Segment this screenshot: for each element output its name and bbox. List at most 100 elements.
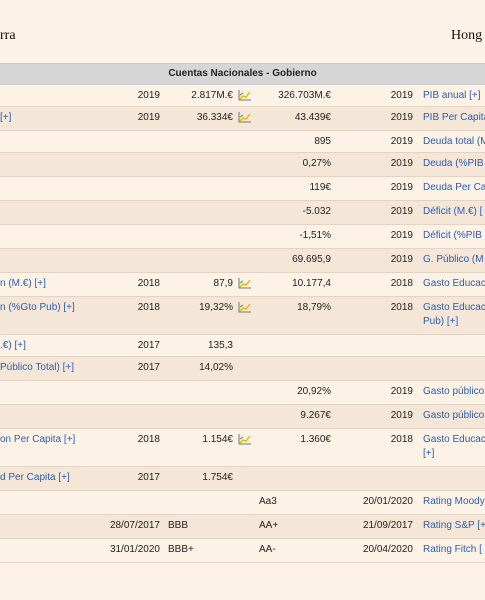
right-value: -5.032 — [302, 206, 331, 217]
left-year: 2018 — [137, 278, 160, 289]
left-year: 2018 — [137, 434, 160, 445]
left-year: 2017 — [137, 340, 160, 351]
rating-value: AA- — [259, 544, 276, 555]
left-indicator-link[interactable]: n (%Gto Pub) [+] — [0, 302, 75, 313]
left-value: 19,32% — [199, 302, 233, 313]
rating-date: 21/09/2017 — [362, 520, 413, 531]
left-year: 2019 — [137, 90, 160, 101]
rating-date: 31/01/2020 — [109, 544, 160, 555]
right-year: 2019 — [390, 230, 413, 241]
right-indicator-link-line2[interactable]: [+] — [423, 448, 435, 459]
left-year: 2017 — [137, 472, 160, 483]
right-value: 9.267€ — [300, 410, 331, 421]
right-indicator-link[interactable]: Gasto público — [423, 410, 485, 421]
left-indicator-link[interactable]: Público Total) [+] — [0, 362, 75, 373]
table-row: on Per Capita [+] 2018 1.154€ 1.360€ 2018 Gas… — [0, 429, 485, 467]
right-value: -1,51% — [299, 230, 331, 241]
right-year: 2019 — [390, 254, 413, 265]
top-bar: rra Hong — [0, 0, 485, 70]
right-indicator-link[interactable]: Deuda Per Ca — [423, 182, 485, 193]
rating-link[interactable]: Rating Fitch [ — [423, 544, 482, 555]
right-value: 119€ — [309, 182, 331, 193]
right-country-name[interactable]: Hong — [451, 28, 483, 43]
right-year: 2019 — [390, 136, 413, 147]
right-indicator-link[interactable]: Gasto Educac — [423, 302, 485, 313]
right-indicator-link[interactable]: Déficit (%PIB — [423, 230, 482, 241]
left-value: 135,3 — [207, 340, 233, 351]
left-year: 2017 — [137, 362, 160, 373]
line-chart-icon[interactable] — [238, 301, 252, 313]
left-value: 36.334€ — [196, 112, 233, 123]
table-row: -1,51% 2019 Déficit (%PIB — [0, 225, 485, 249]
right-value: 0,27% — [302, 158, 331, 169]
table-row: n (M.€) [+] 2018 87,9 10.177,4 2018 Gasto Edu… — [0, 273, 485, 297]
rating-date: 20/01/2020 — [362, 496, 413, 507]
left-indicator-link[interactable]: [+] — [0, 112, 12, 123]
right-indicator-link[interactable]: Gasto público — [423, 386, 485, 397]
line-chart-icon[interactable] — [238, 433, 252, 445]
right-indicator-link[interactable]: G. Público (M — [423, 254, 484, 265]
right-value: 895 — [314, 136, 331, 147]
rating-link[interactable]: Rating Moody — [423, 496, 485, 507]
rating-value: BBB — [168, 520, 189, 531]
table-row: 9.267€ 2019 Gasto público — [0, 405, 485, 429]
right-indicator-link[interactable]: Gasto Educac — [423, 278, 485, 289]
right-indicator-link[interactable]: Deuda total (M — [423, 136, 485, 147]
right-year: 2019 — [390, 182, 413, 193]
right-value: 43.439€ — [294, 112, 331, 123]
line-chart-icon[interactable] — [238, 111, 252, 123]
right-indicator-link-line2[interactable]: Pub) [+] — [423, 316, 459, 327]
right-year: 2019 — [390, 386, 413, 397]
rating-row: 28/07/2017 BBB AA+ 21/09/2017 Rating S&P [+ — [0, 515, 485, 539]
section-header: Cuentas Nacionales - Gobierno — [0, 63, 485, 85]
right-indicator-link[interactable]: PIB Per Capita — [423, 112, 485, 123]
rating-value: BBB+ — [168, 544, 194, 555]
right-indicator-link[interactable]: Gasto Educac — [423, 434, 485, 445]
rating-date: 20/04/2020 — [362, 544, 413, 555]
line-chart-icon[interactable] — [238, 277, 252, 289]
left-value: 1.754€ — [202, 472, 233, 483]
table-row: .€) [+] 2017 135,3 — [0, 335, 485, 357]
rating-date: 28/07/2017 — [109, 520, 160, 531]
rating-link[interactable]: Rating S&P [+ — [423, 520, 485, 531]
table-row: Público Total) [+] 2017 14,02% — [0, 357, 485, 381]
right-value: 18,79% — [297, 302, 331, 313]
right-year: 2018 — [390, 434, 413, 445]
right-year: 2019 — [390, 112, 413, 123]
table-row: d Per Capita [+] 2017 1.754€ — [0, 467, 485, 491]
left-value: 14,02% — [199, 362, 233, 373]
table-row: 0,27% 2019 Deuda (%PIB — [0, 153, 485, 177]
data-table: 2019 2.817M.€ 326.703M.€ 2019 PIB anual [+] [… — [0, 85, 485, 563]
table-row: 2019 2.817M.€ 326.703M.€ 2019 PIB anual [+] — [0, 85, 485, 107]
rating-row: Aa3 20/01/2020 Rating Moody — [0, 491, 485, 515]
left-year: 2019 — [137, 112, 160, 123]
right-value: 326.703M.€ — [278, 90, 331, 101]
left-indicator-link[interactable]: on Per Capita [+] — [0, 434, 76, 445]
left-year: 2018 — [137, 302, 160, 313]
right-indicator-link[interactable]: Deuda (%PIB — [423, 158, 484, 169]
left-value: 2.817M.€ — [191, 90, 233, 101]
table-row: [+] 2019 36.334€ 43.439€ 2019 PIB Per Capita — [0, 107, 485, 131]
table-row: -5.032 2019 Déficit (M.€) [ — [0, 201, 485, 225]
right-year: 2018 — [390, 278, 413, 289]
right-year: 2018 — [390, 302, 413, 313]
table-row: 895 2019 Deuda total (M — [0, 131, 485, 153]
right-value: 1.360€ — [300, 434, 331, 445]
table-row: 69.695,9 2019 G. Público (M — [0, 249, 485, 273]
right-year: 2019 — [390, 410, 413, 421]
left-indicator-link[interactable]: .€) [+] — [0, 340, 26, 351]
line-chart-icon[interactable] — [238, 89, 252, 101]
right-indicator-link[interactable]: Déficit (M.€) [ — [423, 206, 483, 217]
table-row: n (%Gto Pub) [+] 2018 19,32% 18,79% 2018 Gast… — [0, 297, 485, 335]
table-row: 20,92% 2019 Gasto público — [0, 381, 485, 405]
right-indicator-link[interactable]: PIB anual [+] — [423, 90, 481, 101]
left-value: 1.154€ — [202, 434, 233, 445]
rating-value: AA+ — [259, 520, 279, 531]
right-value: 20,92% — [297, 386, 331, 397]
left-indicator-link[interactable]: d Per Capita [+] — [0, 472, 70, 483]
rating-value: Aa3 — [259, 496, 277, 507]
right-year: 2019 — [390, 90, 413, 101]
left-indicator-link[interactable]: n (M.€) [+] — [0, 278, 46, 289]
rating-row: 31/01/2020 BBB+ AA- 20/04/2020 Rating Fitch … — [0, 539, 485, 563]
left-country-name[interactable]: rra — [0, 28, 16, 43]
